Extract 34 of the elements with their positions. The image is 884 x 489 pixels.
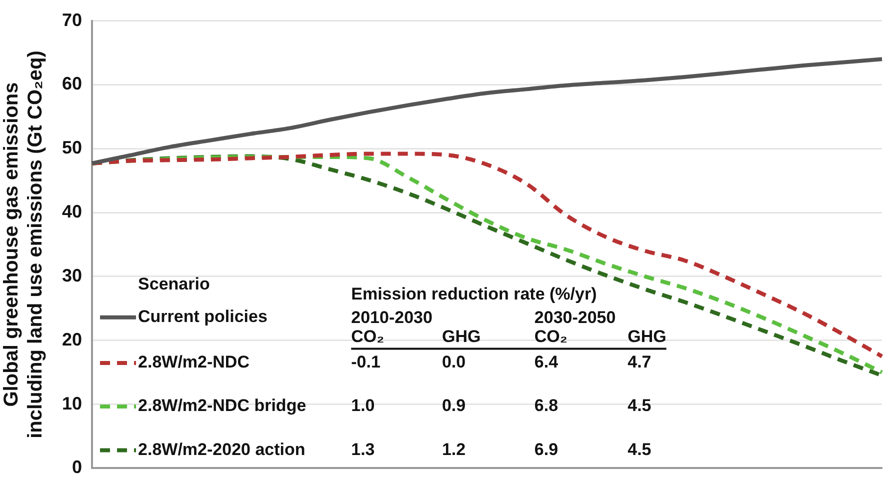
y-tick-label: 0 <box>72 457 82 478</box>
annotation: 1.3 <box>351 440 375 459</box>
annotation: Emission reduction rate (%/yr) <box>351 284 597 304</box>
annotation: 2030-2050 <box>534 308 616 328</box>
annotation: 4.5 <box>628 440 652 459</box>
annotation: 4.7 <box>628 352 652 372</box>
y-tick-label: 50 <box>62 138 82 158</box>
y-tick-label: 10 <box>62 393 82 414</box>
annotation: 6.8 <box>534 396 558 416</box>
y-axis-title: Global greenhouse gas emissions including land use emissions (Gt CO₂eq) <box>0 50 47 438</box>
y-tick-label: 40 <box>62 202 82 222</box>
legend-label: 2.8W/m2-2020 action <box>138 440 306 459</box>
annotation: CO₂ <box>534 327 568 346</box>
legend-title: Scenario <box>138 274 210 294</box>
annotation: CO₂ <box>351 327 384 346</box>
y-tick-label: 60 <box>62 74 82 94</box>
annotation: 6.4 <box>534 352 559 372</box>
legend-label: Current policies <box>138 307 268 326</box>
y-tick-label: 30 <box>62 265 82 286</box>
annotation: 4.5 <box>628 396 652 416</box>
line-series <box>90 57 884 166</box>
annotation: 1.0 <box>351 396 375 416</box>
annotation: 0.0 <box>442 352 466 372</box>
y-tick-label: 70 <box>62 10 82 30</box>
y-tick-label: 20 <box>62 329 82 350</box>
legend-label: 2.8W/m2-NDC <box>138 352 250 372</box>
annotation: GHG <box>628 327 666 346</box>
annotation: 2010-2030 <box>351 308 432 328</box>
annotation: -0.1 <box>351 352 380 372</box>
annotation: 0.9 <box>442 396 466 416</box>
annotation: 6.9 <box>534 440 558 459</box>
legend-label: 2.8W/m2-NDC bridge <box>138 396 306 416</box>
annotation: 1.2 <box>442 440 466 459</box>
annotation: GHG <box>442 327 481 346</box>
